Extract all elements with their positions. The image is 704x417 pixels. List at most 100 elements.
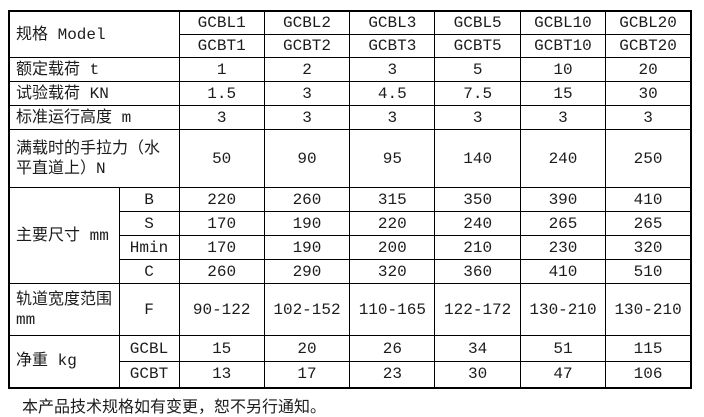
row-label: 净重 kg: [8, 335, 120, 388]
model-gcbt-cell: GCBT1: [178, 34, 265, 58]
table-row-track-width: 轨道宽度范围 mm F 90-122 102-152 110-165 122-1…: [8, 283, 692, 336]
row-label: 轨道宽度范围 mm: [8, 283, 120, 336]
sub-label: C: [118, 259, 180, 284]
value-cell: 265: [519, 211, 607, 236]
value-cell: 200: [349, 235, 436, 260]
value-cell: 90: [263, 129, 351, 188]
value-cell: 17: [263, 361, 351, 388]
value-cell: 240: [434, 211, 521, 236]
value-cell: 350: [434, 187, 521, 212]
row-label: 标准运行高度 m: [8, 105, 180, 130]
table-row-dim-s: S 170 190 220 240 265 265: [9, 211, 692, 236]
value-cell: 20: [605, 57, 692, 82]
table-row-standard-height: 标准运行高度 m 3 3 3 3 3 3: [8, 105, 692, 130]
sub-label: S: [118, 211, 180, 236]
model-gcbt-cell: GCBT5: [434, 34, 521, 58]
value-cell: 140: [434, 129, 521, 188]
value-cell: 510: [605, 259, 692, 284]
value-cell: 190: [263, 211, 351, 236]
table-row-weight-gcbl: 净重 kg GCBL 15 20 26 34 51 115: [8, 335, 692, 388]
value-cell: 410: [519, 259, 607, 284]
value-cell: 3: [349, 57, 436, 82]
table-row-model-gcbl: 规格 Model GCBL1 GCBL2 GCBL3 GCBL5 GCBL10 …: [8, 10, 692, 58]
table-row-rated-load: 额定载荷 t 1 2 3 5 10 20: [8, 57, 692, 82]
value-cell: 13: [178, 361, 265, 388]
row-label: 主要尺寸 mm: [8, 187, 120, 284]
value-cell: 360: [434, 259, 521, 284]
value-cell: 2: [263, 57, 351, 82]
value-cell: 90-122: [178, 283, 265, 336]
row-label: 满载时的手拉力（水平直道上）N: [8, 129, 180, 188]
value-cell: 115: [605, 335, 692, 362]
value-cell: 1: [178, 57, 265, 82]
sub-label: GCBL: [118, 335, 180, 362]
value-cell: 3: [434, 105, 521, 130]
value-cell: 290: [263, 259, 351, 284]
value-cell: 260: [178, 259, 265, 284]
value-cell: 260: [263, 187, 351, 212]
table-row-weight-gcbt: GCBT 13 17 23 30 47 106: [9, 361, 692, 388]
value-cell: 170: [178, 211, 265, 236]
value-cell: 30: [605, 81, 692, 106]
product-spec-table: 规格 Model GCBL1 GCBL2 GCBL3 GCBL5 GCBL10 …: [8, 10, 692, 389]
value-cell: 5: [434, 57, 521, 82]
value-cell: 220: [178, 187, 265, 212]
model-gcbt-cell: GCBT10: [519, 34, 607, 58]
value-cell: 230: [519, 235, 607, 260]
sub-label: F: [118, 283, 180, 336]
value-cell: 4.5: [349, 81, 436, 106]
sub-label: GCBT: [118, 361, 180, 388]
sub-label: B: [118, 187, 180, 212]
model-gcbl-cell: GCBL10: [519, 10, 607, 35]
value-cell: 15: [519, 81, 607, 106]
value-cell: 3: [349, 105, 436, 130]
value-cell: 15: [178, 335, 265, 362]
value-cell: 170: [178, 235, 265, 260]
value-cell: 210: [434, 235, 521, 260]
model-gcbt-cell: GCBT2: [263, 34, 351, 58]
value-cell: 106: [605, 361, 692, 388]
model-gcbl-cell: GCBL2: [263, 10, 351, 35]
value-cell: 110-165: [349, 283, 436, 336]
value-cell: 130-210: [605, 283, 692, 336]
value-cell: 130-210: [519, 283, 607, 336]
value-cell: 3: [178, 105, 265, 130]
value-cell: 23: [349, 361, 436, 388]
value-cell: 250: [605, 129, 692, 188]
value-cell: 3: [263, 105, 351, 130]
value-cell: 320: [605, 235, 692, 260]
value-cell: 26: [349, 335, 436, 362]
value-cell: 265: [605, 211, 692, 236]
table-row-test-load: 试验载荷 KN 1.5 3 4.5 7.5 15 30: [8, 81, 692, 106]
model-label-cell: 规格 Model: [8, 10, 180, 58]
value-cell: 51: [519, 335, 607, 362]
row-label: 试验载荷 KN: [8, 81, 180, 106]
model-gcbl-cell: GCBL5: [434, 10, 521, 35]
model-gcbt-cell: GCBT3: [349, 34, 436, 58]
value-cell: 122-172: [434, 283, 521, 336]
model-gcbt-cell: GCBT20: [605, 34, 692, 58]
value-cell: 10: [519, 57, 607, 82]
value-cell: 220: [349, 211, 436, 236]
value-cell: 7.5: [434, 81, 521, 106]
model-gcbl-cell: GCBL1: [178, 10, 265, 35]
value-cell: 30: [434, 361, 521, 388]
value-cell: 315: [349, 187, 436, 212]
value-cell: 3: [605, 105, 692, 130]
value-cell: 20: [263, 335, 351, 362]
value-cell: 320: [349, 259, 436, 284]
value-cell: 34: [434, 335, 521, 362]
table-row-hand-pull: 满载时的手拉力（水平直道上）N 50 90 95 140 240 250: [8, 129, 692, 188]
value-cell: 95: [349, 129, 436, 188]
value-cell: 1.5: [178, 81, 265, 106]
sub-label: Hmin: [118, 235, 180, 260]
table-row-model-gcbt: GCBT1 GCBT2 GCBT3 GCBT5 GCBT10 GCBT20: [9, 34, 692, 58]
spec-change-footnote: 本产品技术规格如有变更，恕不另行通知。: [22, 399, 327, 417]
value-cell: 47: [519, 361, 607, 388]
value-cell: 410: [605, 187, 692, 212]
value-cell: 390: [519, 187, 607, 212]
row-label: 额定载荷 t: [8, 57, 180, 82]
model-gcbl-cell: GCBL20: [605, 10, 692, 35]
value-cell: 3: [519, 105, 607, 130]
model-gcbl-cell: GCBL3: [349, 10, 436, 35]
